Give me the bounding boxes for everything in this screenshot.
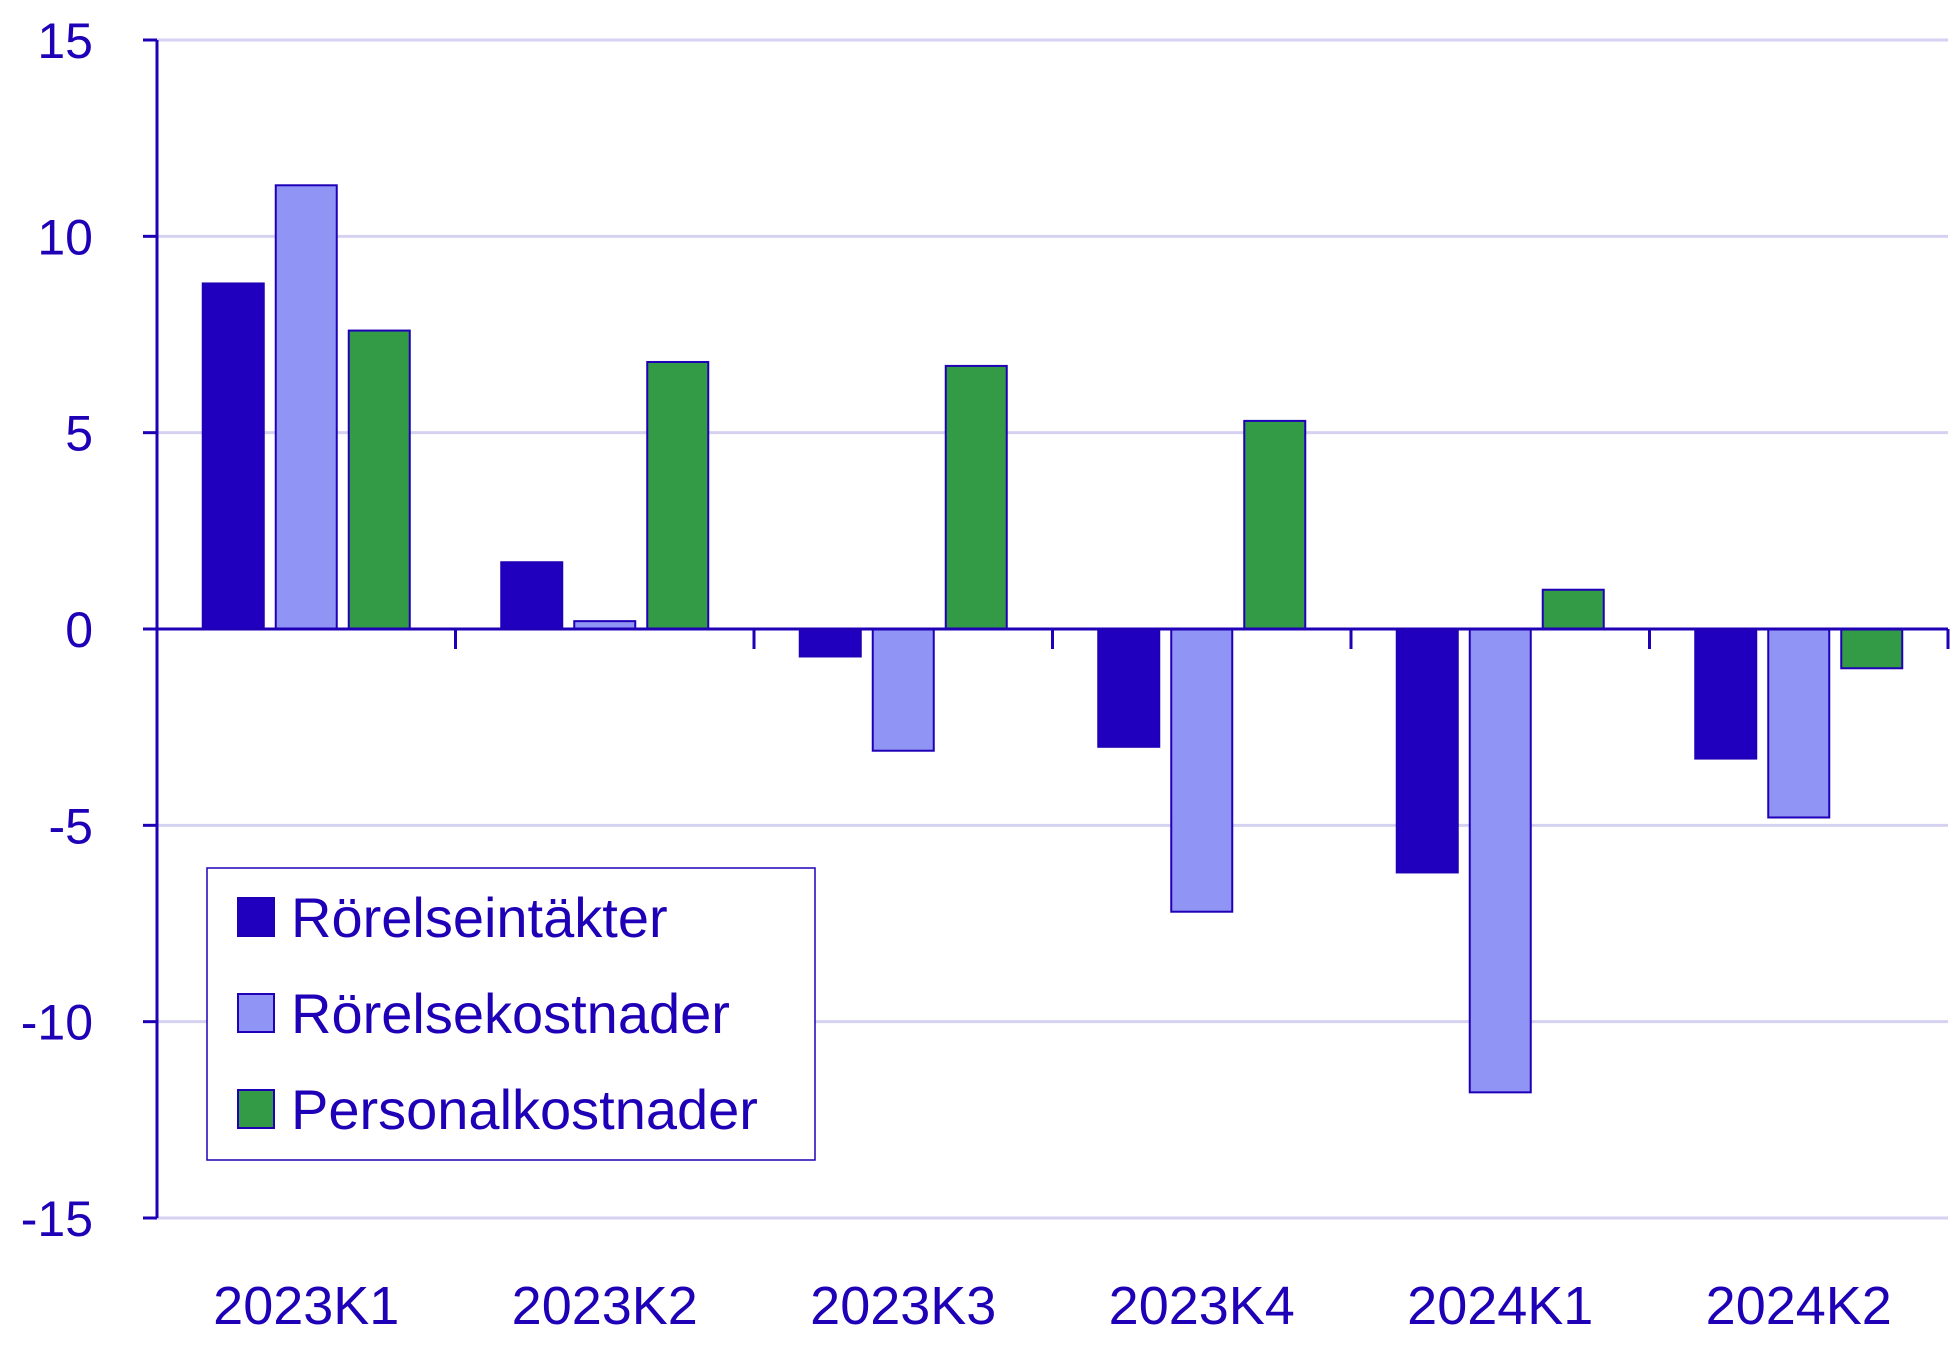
bar-rörelseintäkter-2023k2 <box>500 561 564 630</box>
bar-rörelsekostnader-2024k2 <box>1767 628 1831 819</box>
x-tick-label: 2023K2 <box>512 1276 698 1336</box>
x-tick-label: 2023K3 <box>810 1276 996 1336</box>
legend: Rörelseintäkter Rörelsekostnader Personalk… <box>206 867 816 1161</box>
y-tick-label: 5 <box>65 406 93 462</box>
legend-label: Rörelseintäkter <box>291 886 668 949</box>
x-tick-label: 2023K1 <box>213 1276 399 1336</box>
legend-swatch <box>237 993 275 1033</box>
axes <box>143 38 1950 1220</box>
legend-swatch <box>237 1089 275 1129</box>
bar-personalkostnader-2023k2 <box>646 360 710 630</box>
bar-rörelsekostnader-2023k3 <box>871 628 935 752</box>
legend-swatch <box>237 897 275 937</box>
bar-rörelseintäkter-2024k2 <box>1694 628 1758 760</box>
bar-personalkostnader-2024k1 <box>1541 588 1605 631</box>
bar-rörelsekostnader-2024k1 <box>1468 628 1532 1094</box>
bar-rörelsekostnader-2023k1 <box>274 184 338 631</box>
x-tick-label: 2024K2 <box>1706 1276 1892 1336</box>
legend-label: Personalkostnader <box>291 1078 758 1141</box>
y-tick-label: -15 <box>21 1191 93 1247</box>
x-tick-label: 2023K4 <box>1109 1276 1295 1336</box>
legend-label: Rörelsekostnader <box>291 982 730 1045</box>
bars <box>201 184 1904 1094</box>
x-tick-labels: 2023K1 2023K2 2023K3 2023K4 2024K1 2024K2 <box>213 1276 1892 1336</box>
bar-rörelsekostnader-2023k4 <box>1170 628 1234 913</box>
y-tick-labels: 15 10 5 0 -5 -10 -15 <box>21 13 93 1247</box>
y-tick-label: 0 <box>65 602 93 658</box>
x-tick-label: 2024K1 <box>1407 1276 1593 1336</box>
y-tick-label: 10 <box>37 209 93 265</box>
bar-personalkostnader-2024k2 <box>1840 628 1904 670</box>
y-tick-label: 15 <box>37 13 93 69</box>
bar-personalkostnader-2023k3 <box>944 364 1008 630</box>
bar-personalkostnader-2023k1 <box>347 329 411 630</box>
bar-rörelseintäkter-2024k1 <box>1395 628 1459 874</box>
y-tick-label: -10 <box>21 995 93 1051</box>
y-tick-label: -5 <box>49 798 93 854</box>
legend-box <box>206 867 816 1161</box>
bar-rörelseintäkter-2023k3 <box>798 628 862 658</box>
bar-personalkostnader-2023k4 <box>1243 419 1307 630</box>
bar-rörelseintäkter-2023k4 <box>1097 628 1161 748</box>
bar-rörelseintäkter-2023k1 <box>201 282 265 630</box>
